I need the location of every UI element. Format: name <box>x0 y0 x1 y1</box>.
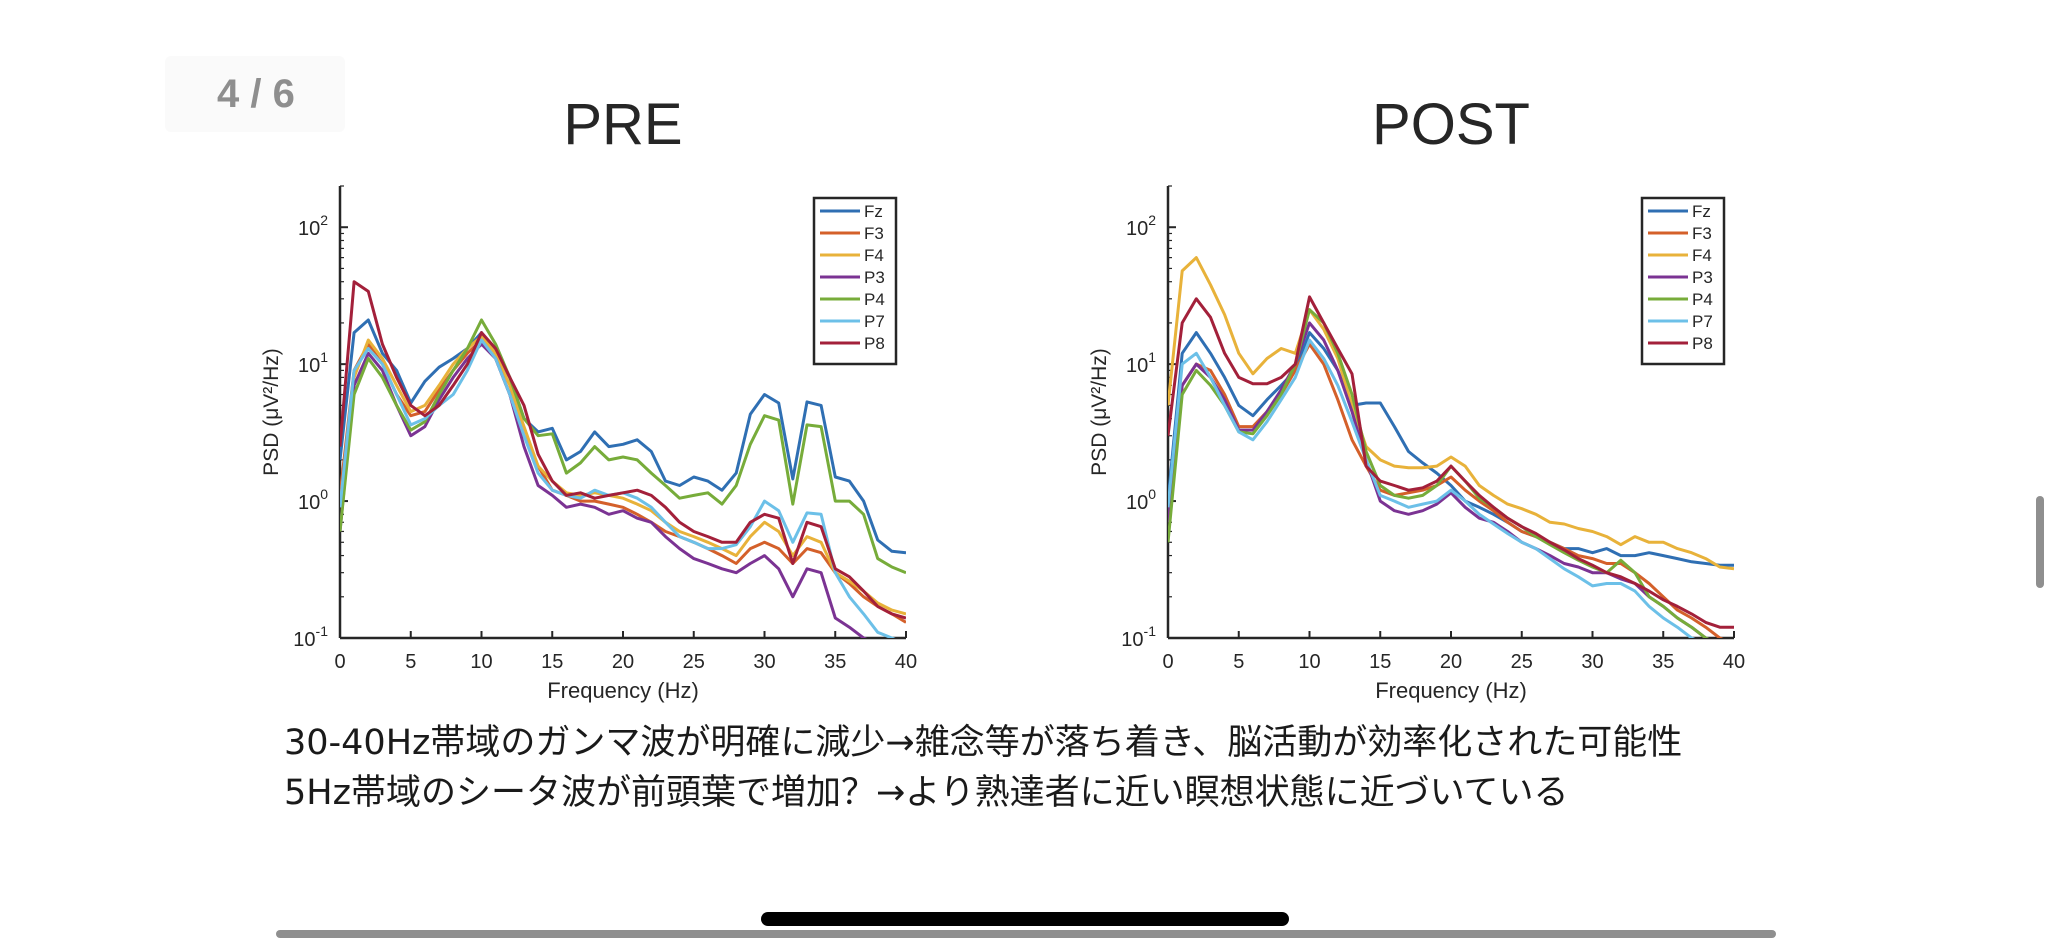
x-axis-label: Frequency (Hz) <box>1375 678 1527 703</box>
x-tick-label: 25 <box>1511 651 1533 673</box>
legend-label: Fz <box>1692 202 1711 221</box>
legend-label: P3 <box>864 268 885 287</box>
x-tick-label: 40 <box>895 651 917 673</box>
series-line-p4 <box>340 318 906 575</box>
y-tick-label: 102 <box>298 212 328 240</box>
legend-label: P4 <box>1692 290 1713 309</box>
chart-post: POST 0 5 10 15 20 25 30 35 40 10-1 100 101 102 Frequen… <box>1088 92 1745 703</box>
chart-pre: PRE 0 5 10 15 20 25 30 35 40 10-1 100 101 102 Frequenc… <box>260 92 917 703</box>
legend <box>812 196 898 366</box>
y-tick-label: 101 <box>1126 349 1156 377</box>
caption-line-2: 5Hz帯域のシータ波が前頭葉で増加？→より熟達者に近い瞑想状態に近づいている <box>284 773 1569 813</box>
legend-label: P4 <box>864 290 885 309</box>
y-tick-label: 102 <box>1126 212 1156 240</box>
series-line-fz <box>1168 331 1734 567</box>
y-axis-label: PSD (μV²/Hz) <box>1088 348 1111 476</box>
legend-label: P8 <box>864 334 885 353</box>
y-tick-label: 100 <box>1126 486 1156 514</box>
x-axis-label: Frequency (Hz) <box>547 678 699 703</box>
legend-label: F3 <box>1692 224 1712 243</box>
x-tick-label: 35 <box>1652 651 1674 673</box>
legend-label: P3 <box>1692 268 1713 287</box>
series-line-p3 <box>1168 321 1710 638</box>
page-indicator: 4 / 6 <box>165 56 345 132</box>
y-tick-label: 100 <box>298 486 328 514</box>
chart-title: POST <box>1372 92 1530 157</box>
x-tick-label: 10 <box>470 651 492 673</box>
legend-label: Fz <box>864 202 883 221</box>
x-tick-label: 30 <box>1581 651 1603 673</box>
series-line-f3 <box>340 338 906 624</box>
x-tick-label: 0 <box>1162 651 1173 673</box>
x-tick-label: 25 <box>683 651 705 673</box>
x-tick-label: 5 <box>1233 651 1244 673</box>
y-tick-label: 101 <box>298 349 328 377</box>
y-tick-label: 10-1 <box>1121 623 1156 651</box>
legend-label: F4 <box>864 246 884 265</box>
vertical-scrollbar[interactable] <box>2036 496 2044 588</box>
legend-label: P8 <box>1692 334 1713 353</box>
x-tick-label: 0 <box>334 651 345 673</box>
home-indicator[interactable] <box>761 912 1289 926</box>
series-line-f4 <box>340 334 906 616</box>
x-tick-label: 35 <box>824 651 846 673</box>
caption-line-1: 30-40Hz帯域のガンマ波が明確に減少→雑念等が落ち着き、脳活動が効率化された… <box>284 723 1683 763</box>
x-tick-label: 40 <box>1723 651 1745 673</box>
y-tick-label: 10-1 <box>293 623 328 651</box>
x-tick-label: 30 <box>753 651 775 673</box>
chart-title: PRE <box>563 92 682 157</box>
legend-label: P7 <box>1692 312 1713 331</box>
legend-label: P7 <box>864 312 885 331</box>
legend-label: F3 <box>864 224 884 243</box>
series-line-p8 <box>1168 295 1734 629</box>
caption: 30-40Hz帯域のガンマ波が明確に減少→雑念等が落ち着き、脳活動が効率化された… <box>284 718 1682 818</box>
x-tick-label: 5 <box>405 651 416 673</box>
series-line-p7 <box>1168 338 1696 638</box>
x-tick-label: 20 <box>1440 651 1462 673</box>
x-tick-label: 20 <box>612 651 634 673</box>
x-tick-label: 10 <box>1298 651 1320 673</box>
horizontal-scrollbar[interactable] <box>276 930 1776 938</box>
legend <box>1640 196 1726 366</box>
x-tick-label: 15 <box>1369 651 1391 673</box>
legend-label: F4 <box>1692 246 1712 265</box>
series-line-fz <box>340 318 906 555</box>
series-line-p8 <box>340 280 906 620</box>
x-tick-label: 15 <box>541 651 563 673</box>
series-line-f4 <box>1168 256 1734 571</box>
y-axis-label: PSD (μV²/Hz) <box>260 348 283 476</box>
